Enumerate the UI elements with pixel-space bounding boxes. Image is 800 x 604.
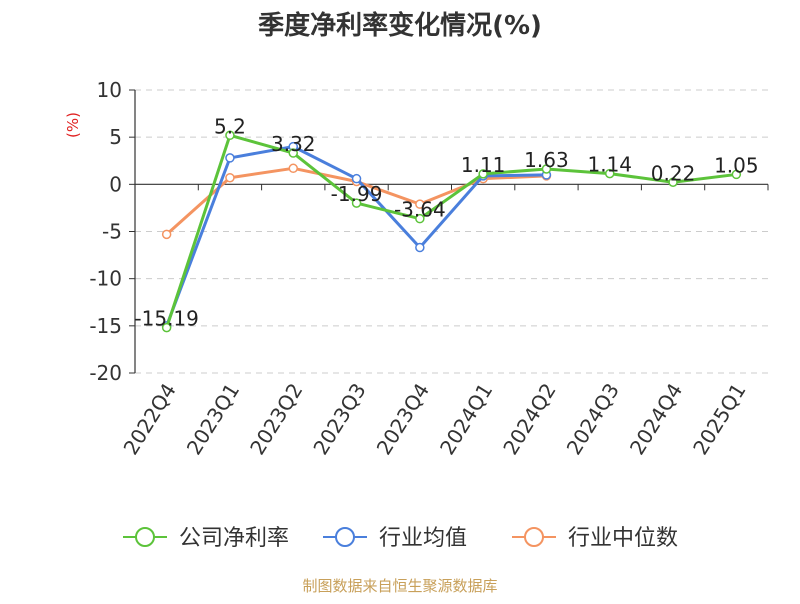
data-label: 0.22	[651, 161, 696, 185]
data-point	[161, 229, 172, 240]
data-point	[415, 242, 425, 253]
data-label: 1.11	[461, 153, 506, 177]
x-tick-label: 2025Q1	[688, 379, 750, 459]
legend-marker	[135, 527, 155, 547]
data-label: 1.05	[714, 153, 759, 177]
data-point	[225, 172, 235, 183]
data-point	[288, 163, 298, 174]
data-label: 5.2	[214, 114, 246, 138]
x-tick-label: 2023Q4	[372, 379, 434, 459]
y-tick-label: 10	[97, 78, 122, 102]
y-axis-label: (%)	[64, 112, 82, 138]
legend-marker	[524, 527, 544, 547]
data-point	[161, 322, 172, 333]
data-labels: -15.19 5.2 3.32 -1.99 -3.64 1.11 1.63 1.14 0.22 1…	[134, 114, 758, 330]
x-tick-label: 2024Q1	[435, 379, 497, 459]
data-label: 1.63	[524, 148, 569, 172]
source-note: 制图数据来自恒生聚源数据库	[302, 577, 497, 595]
x-tick-label: 2023Q2	[245, 379, 307, 459]
data-label: -3.64	[394, 198, 446, 222]
data-point	[731, 169, 742, 180]
data-point	[605, 168, 615, 179]
legend: 公司净利率 行业均值 行业中位数	[123, 526, 678, 551]
data-point	[478, 169, 488, 179]
data-point	[351, 173, 362, 184]
y-tick-label: -20	[89, 361, 122, 385]
data-point	[351, 198, 362, 208]
x-tick-label: 2023Q3	[308, 379, 370, 459]
data-point	[415, 199, 425, 209]
y-tick-label: -15	[89, 314, 122, 338]
x-tick-label: 2022Q4	[118, 379, 180, 459]
y-tick-label: -5	[102, 220, 122, 244]
x-tick-label: 2023Q1	[182, 379, 244, 459]
y-tick-label: 0	[109, 172, 122, 196]
data-point	[225, 153, 235, 163]
legend-label: 行业均值	[379, 526, 467, 551]
data-point	[225, 130, 235, 141]
data-point	[415, 213, 425, 224]
y-tick-label: -10	[89, 267, 122, 291]
x-tick-label: 2024Q2	[498, 379, 560, 459]
data-point	[668, 177, 678, 188]
x-tick-label: 2024Q3	[562, 379, 624, 459]
data-label: 1.14	[587, 153, 632, 177]
data-point	[288, 148, 298, 158]
series-group	[161, 130, 742, 333]
series-line	[165, 133, 738, 330]
chart-title: 季度净利率变化情况(%)	[258, 10, 542, 41]
x-tick-label: 2024Q4	[625, 379, 687, 459]
data-label: -15.19	[134, 307, 198, 331]
data-point	[541, 164, 552, 174]
y-tick-label: 5	[109, 125, 122, 149]
legend-label: 公司净利率	[179, 526, 289, 551]
data-label: 3.32	[271, 132, 316, 156]
data-label: -1.99	[331, 182, 383, 206]
legend-marker	[335, 527, 355, 547]
legend-label: 行业中位数	[568, 526, 678, 551]
